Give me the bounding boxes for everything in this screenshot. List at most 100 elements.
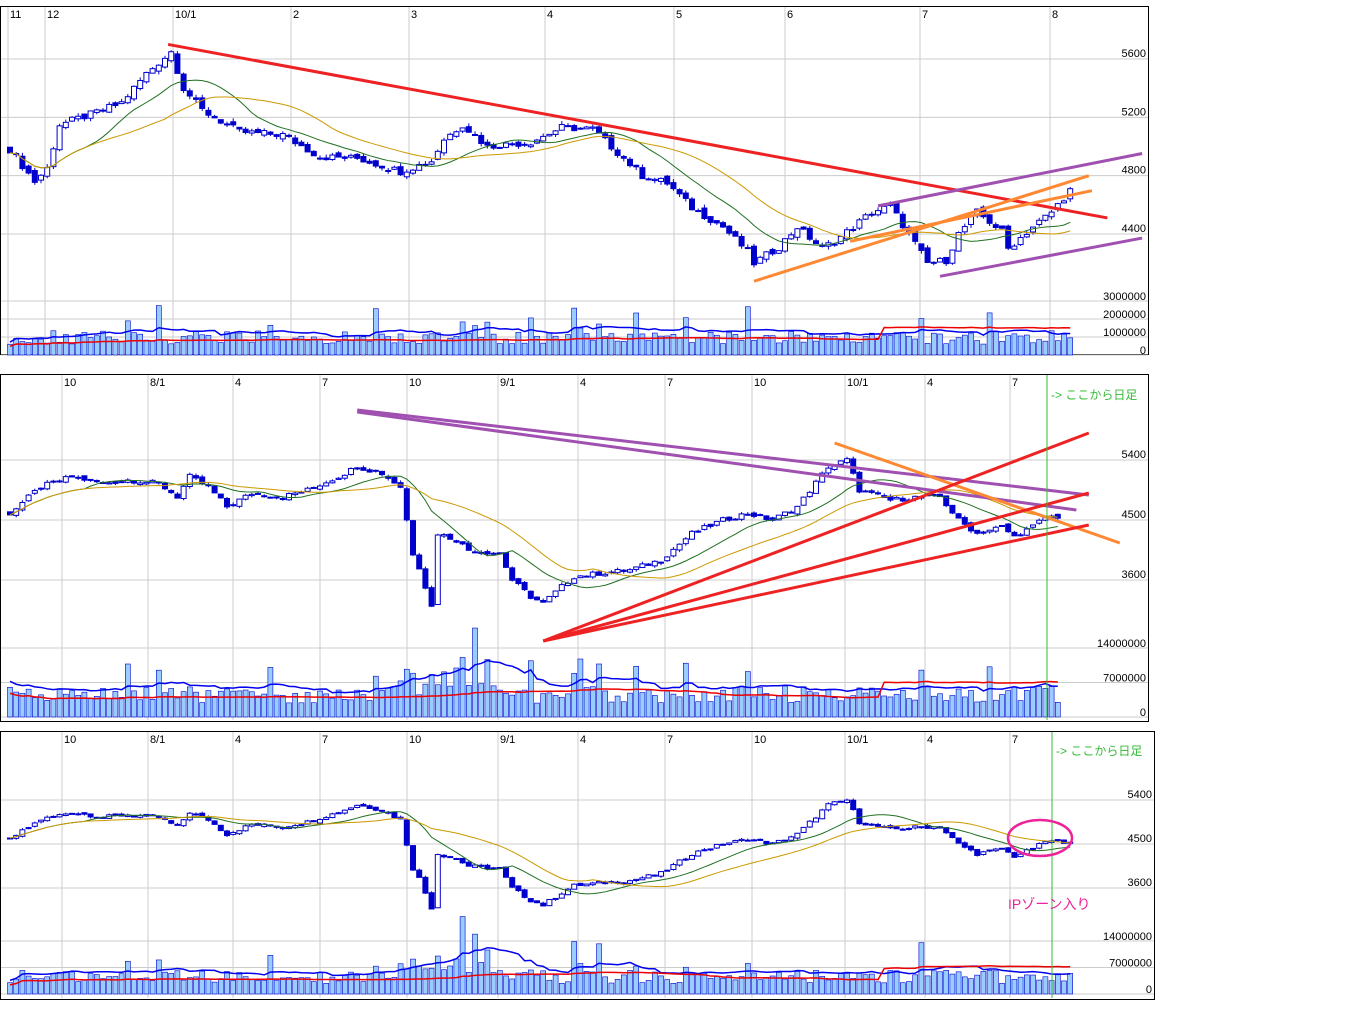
volume-bar [732,687,739,718]
volume-bar [490,333,497,356]
trendline[interactable] [834,441,1121,545]
candle [639,167,646,180]
volume-bar [261,336,268,356]
volume-bar [1024,690,1030,718]
volume-bar [1055,340,1061,356]
volume-bar [503,692,509,718]
candle [980,851,987,856]
volume-bar [472,627,478,718]
volume-bar [571,673,578,718]
candle [354,153,361,159]
volume-bar [695,701,702,718]
candle [360,803,367,807]
candle [515,578,522,585]
candle [44,166,51,177]
candle [87,110,94,119]
volume-bar [589,686,596,718]
candle [720,517,726,522]
candle [248,130,255,134]
trendline[interactable] [542,491,1090,643]
volume-bar [943,700,950,718]
volume-bar [465,972,472,995]
x-tick-label: 7 [1012,734,1018,746]
candle [56,480,63,483]
candle [174,493,181,499]
trendline[interactable] [939,236,1143,278]
trendline[interactable] [356,410,1077,512]
candle [230,831,237,835]
volume-bar [1017,335,1024,356]
candle [19,501,26,511]
candle [893,496,900,500]
volume-bar [949,973,956,995]
candle [757,514,764,517]
volume-bar [490,972,497,995]
volume-bar [484,949,491,995]
candle [205,109,212,116]
volume-bar [887,335,894,356]
candle [465,126,472,133]
candle [788,836,795,841]
volume-bar [156,669,162,718]
volume-bar [775,342,782,356]
candle [800,826,807,833]
volume-bar [187,335,193,356]
candle [31,489,38,494]
trendline[interactable] [167,42,1108,220]
trendline[interactable] [753,174,1090,283]
candle [31,822,38,827]
volume-bar [1017,700,1024,718]
volume-bar [974,340,981,356]
candle [627,158,633,167]
volume-bar [676,696,683,718]
candle [143,481,150,485]
volume-bar [831,336,838,356]
volume-bar [459,321,466,356]
trendline[interactable] [877,152,1143,208]
volume-bar [279,339,286,356]
candle [199,97,206,109]
volume-bar [757,979,764,995]
candle [1042,214,1049,221]
candle [713,843,720,849]
candle [868,823,875,826]
candle [25,827,32,830]
volume-bar [893,970,900,995]
volume-bar [775,972,782,995]
volume-bar [974,701,981,718]
candle [323,482,330,487]
volume-bar [651,695,658,718]
trendline[interactable] [542,523,1090,643]
candle [614,568,621,574]
volume-bar [310,981,317,995]
volume-bar [837,973,844,995]
candle [224,497,230,508]
candle [540,902,547,907]
candle [75,115,82,120]
trendline[interactable] [542,431,1090,643]
volume-bar [465,332,472,356]
volume-bar [156,305,162,356]
x-tick-label: 4 [927,377,933,389]
trendline[interactable] [849,189,1093,243]
candle [279,132,286,140]
candle [664,175,671,185]
volume-bar [112,338,119,356]
volume-bar [242,339,249,356]
volume-bar [465,685,472,718]
candle [317,157,323,160]
candle [1030,524,1036,528]
volume-bar [50,698,57,718]
candle [521,582,528,591]
candle [87,813,94,818]
candle [658,871,664,877]
volume-bar [44,976,51,995]
candle [416,554,423,570]
volume-bar [118,340,125,356]
volume-bar [720,977,726,995]
volume-bar [100,330,106,356]
volume-bar [720,689,726,718]
candle [831,801,838,806]
candle [788,234,795,240]
volume-bar [763,693,770,718]
